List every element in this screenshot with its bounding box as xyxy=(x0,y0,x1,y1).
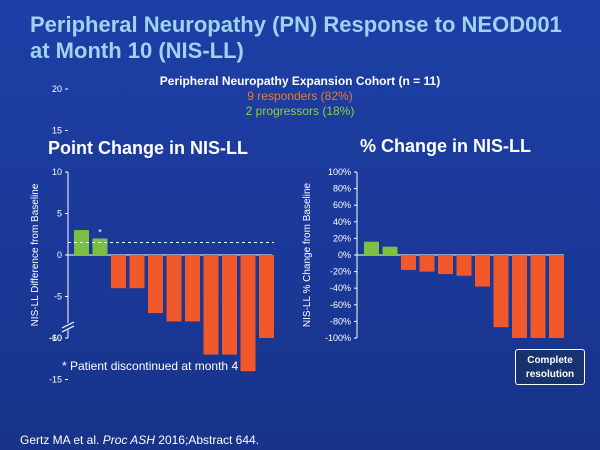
right-y-tick-label: -60% xyxy=(330,300,351,310)
citation: Gertz MA et al. Proc ASH 2016;Abstract 6… xyxy=(20,433,259,447)
right-y-tick-label: 80% xyxy=(333,184,351,194)
citation-journal: Proc ASH xyxy=(102,433,155,447)
progressors-label: 2 progressors (18%) xyxy=(245,104,355,118)
left-bar-6 xyxy=(166,255,182,322)
right-bar-8 xyxy=(493,255,509,328)
right-bar-5 xyxy=(438,255,453,275)
cohort-label: Peripheral Neuropathy Expansion Cohort (… xyxy=(159,74,441,88)
left-chart-title: Point Change in NIS-LL xyxy=(48,138,248,158)
left-bar-annotation: * xyxy=(98,227,102,237)
point-change-chart: NIS-LL Difference from Baseline 20 15 10 5 0 -… xyxy=(30,84,274,385)
complete-resolution-badge: Complete resolution xyxy=(515,349,585,385)
left-y-axis-label: NIS-LL Difference from Baseline xyxy=(30,183,41,326)
responders-label: 9 responders (82%) xyxy=(247,89,353,103)
right-bar-4 xyxy=(419,255,435,272)
right-bar-10 xyxy=(530,255,546,338)
left-y-tick-label: -60 xyxy=(49,333,62,343)
right-y-tick-label: 40% xyxy=(333,217,351,227)
left-bar-7 xyxy=(185,255,200,322)
right-chart-title: % Change in NIS-LL xyxy=(360,136,531,156)
left-axis-break-mark xyxy=(61,321,75,329)
right-bar-2 xyxy=(382,246,398,255)
right-y-tick-label: -80% xyxy=(330,316,351,326)
right-y-tick-label: 0% xyxy=(338,250,351,260)
left-bar-8 xyxy=(203,255,219,355)
right-bar-7 xyxy=(475,255,490,287)
right-y-tick-label: -20% xyxy=(330,267,351,277)
right-y-tick-label: 20% xyxy=(333,233,351,243)
right-bar-1 xyxy=(364,241,379,255)
left-axis-break-gap xyxy=(62,323,74,330)
left-y-tick-label: -10 xyxy=(49,333,62,343)
left-y-tick-label: 15 xyxy=(52,126,62,136)
left-bar-9 xyxy=(222,255,237,355)
left-bar-10 xyxy=(240,255,256,372)
left-axis-break-mark xyxy=(61,325,75,333)
left-y-tick-label: -5 xyxy=(54,292,62,302)
slide-title: Peripheral Neuropathy (PN) Response to N… xyxy=(30,12,562,63)
right-y-tick-label: -100% xyxy=(325,333,351,343)
percent-change-chart: NIS-LL % Change from Baseline 100% 80% 60% 4… xyxy=(302,167,564,343)
right-bar-11 xyxy=(549,255,564,338)
right-y-tick-label: 100% xyxy=(328,167,351,177)
right-y-tick-label: -40% xyxy=(330,283,351,293)
left-y-tick-label: 0 xyxy=(57,250,62,260)
left-y-tick-label: -15 xyxy=(49,375,62,385)
left-bar-2 xyxy=(92,238,108,255)
citation-prefix: Gertz MA et al. xyxy=(20,433,103,447)
left-y-tick-label: 20 xyxy=(52,84,62,94)
left-bar-3 xyxy=(111,255,126,289)
left-bar-11 xyxy=(259,255,274,338)
citation-suffix: 2016;Abstract 644. xyxy=(154,433,260,447)
left-y-tick-label: 10 xyxy=(52,167,62,177)
left-bar-5 xyxy=(148,255,163,314)
footnote: * Patient discontinued at month 4 xyxy=(62,359,239,373)
left-y-tick-label: 5 xyxy=(57,209,62,219)
right-bar-6 xyxy=(456,255,472,276)
right-bar-3 xyxy=(401,255,416,270)
right-y-tick-label: 60% xyxy=(333,200,351,210)
right-y-axis-label: NIS-LL % Change from Baseline xyxy=(302,182,313,327)
left-bar-4 xyxy=(129,255,145,289)
right-bar-9 xyxy=(512,255,527,338)
